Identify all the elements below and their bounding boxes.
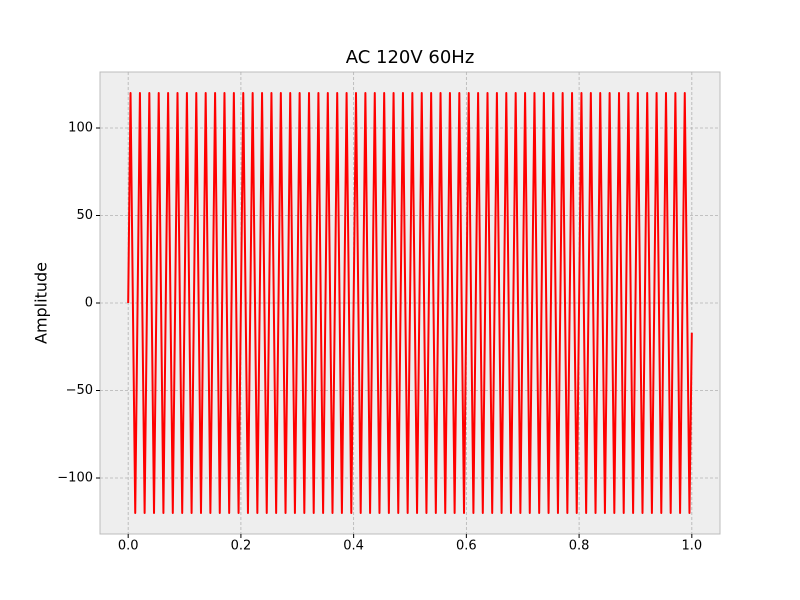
- x-tick-label: 0.0: [118, 539, 139, 554]
- y-tick-label: 0: [85, 296, 93, 311]
- chart-title: AC 120V 60Hz: [346, 47, 475, 68]
- y-tick-label: −100: [57, 471, 93, 486]
- x-tick-label: 0.6: [456, 539, 477, 554]
- y-tick-label: 100: [68, 121, 93, 136]
- line-series: [127, 92, 693, 514]
- x-tick-label: 1.0: [681, 539, 702, 554]
- y-axis-label: Amplitude: [32, 262, 51, 344]
- x-tick-label: 0.8: [569, 539, 590, 554]
- y-tick-label: −50: [66, 383, 93, 398]
- y-tick-label: 50: [76, 208, 93, 223]
- x-tick-label: 0.4: [343, 539, 364, 554]
- x-tick-label: 0.2: [231, 539, 252, 554]
